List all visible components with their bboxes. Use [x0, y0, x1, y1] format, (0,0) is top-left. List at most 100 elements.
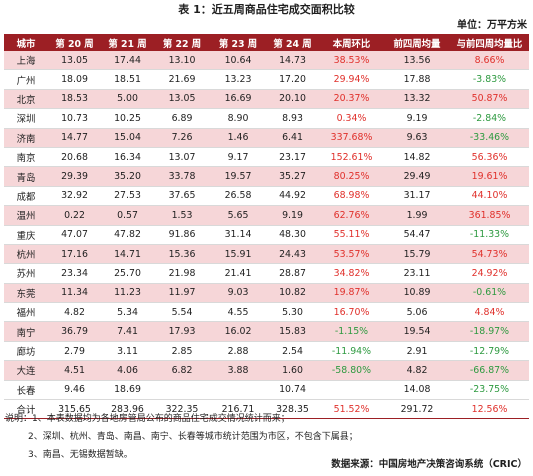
vs-four-week-average-cell: -33.46%: [450, 127, 529, 148]
total-four-week-average: 291.72: [384, 399, 450, 420]
table-row: 长春 9.46 18.69 10.74 14.08 -23.75%: [4, 380, 529, 401]
vs-four-week-average-cell: 4.84%: [450, 302, 529, 323]
week-over-week-cell: 80.25%: [319, 166, 384, 187]
vs-four-week-average-cell: -11.33%: [450, 225, 529, 245]
week-20-cell: 18.53: [48, 89, 101, 110]
total-week-23: 216.71: [210, 399, 266, 420]
week-22-cell: 13.10: [154, 51, 210, 71]
week-over-week-cell: 55.11%: [319, 225, 384, 245]
vs-four-week-average-cell: -18.97%: [450, 321, 529, 342]
four-week-average-cell: 54.47: [384, 225, 450, 245]
city-cell: 廊坊: [4, 341, 48, 362]
week-22-cell: 7.26: [154, 127, 210, 148]
city-cell: 福州: [4, 302, 48, 323]
total-row: 合计 315.65 283.96 322.35 216.71 328.35 51…: [4, 399, 529, 420]
city-cell: 南宁: [4, 321, 48, 342]
week-23-cell: 16.69: [210, 89, 266, 110]
week-21-cell: 17.44: [101, 51, 154, 71]
week-over-week-cell: 53.57%: [319, 244, 384, 265]
week-24-cell: 15.83: [266, 321, 319, 342]
four-week-average-cell: 13.56: [384, 51, 450, 71]
week-over-week-cell: 19.87%: [319, 283, 384, 304]
week-22-cell: 2.85: [154, 341, 210, 362]
week-21-cell: 18.69: [101, 380, 154, 401]
total-week-20: 315.65: [48, 399, 101, 420]
week-20-cell: 23.34: [48, 263, 101, 284]
week-over-week-cell: 68.98%: [319, 186, 384, 207]
total-week-21: 283.96: [101, 399, 154, 420]
week-24-cell: 20.10: [266, 89, 319, 110]
week-21-cell: 35.20: [101, 166, 154, 187]
week-20-cell: 17.16: [48, 244, 101, 265]
table-row: 北京 18.53 5.00 13.05 16.69 20.10 20.37% 1…: [4, 89, 529, 110]
week-22-cell: 6.82: [154, 360, 210, 381]
week-24-cell: 35.27: [266, 166, 319, 187]
vs-four-week-average-cell: 24.92%: [450, 263, 529, 284]
header-week-over-week: 本周环比: [319, 34, 384, 51]
four-week-average-cell: 29.49: [384, 166, 450, 187]
table-row: 重庆 47.07 47.82 91.86 31.14 48.30 55.11% …: [4, 225, 529, 245]
vs-four-week-average-cell: 44.10%: [450, 186, 529, 207]
vs-four-week-average-cell: 56.36%: [450, 147, 529, 168]
week-22-cell: 1.53: [154, 205, 210, 226]
week-20-cell: 4.51: [48, 360, 101, 381]
total-vs-four-week-average: 12.56%: [450, 399, 529, 420]
week-20-cell: 13.05: [48, 51, 101, 71]
total-week-22: 322.35: [154, 399, 210, 420]
week-20-cell: 18.09: [48, 69, 101, 90]
week-24-cell: 24.43: [266, 244, 319, 265]
week-22-cell: 37.65: [154, 186, 210, 207]
header-city: 城市: [4, 34, 48, 51]
week-23-cell: 4.55: [210, 302, 266, 323]
week-24-cell: 2.54: [266, 341, 319, 362]
table-row: 南宁 36.79 7.41 17.93 16.02 15.83 -1.15% 1…: [4, 321, 529, 342]
city-cell: 南京: [4, 147, 48, 168]
week-20-cell: 32.92: [48, 186, 101, 207]
city-cell: 长春: [4, 380, 48, 401]
vs-four-week-average-cell: -0.61%: [450, 283, 529, 304]
week-23-cell: 31.14: [210, 225, 266, 245]
week-over-week-cell: -58.80%: [319, 360, 384, 381]
week-22-cell: 21.69: [154, 69, 210, 90]
week-23-cell: 5.65: [210, 205, 266, 226]
transaction-area-table: 城市 第 20 周 第 21 周 第 22 周 第 23 周 第 24 周 本周…: [4, 34, 529, 420]
week-22-cell: 11.97: [154, 283, 210, 304]
vs-four-week-average-cell: 361.85%: [450, 205, 529, 226]
week-24-cell: 17.20: [266, 69, 319, 90]
week-20-cell: 36.79: [48, 321, 101, 342]
four-week-average-cell: 9.63: [384, 127, 450, 148]
four-week-average-cell: 23.11: [384, 263, 450, 284]
unit-label: 单位：万平方米: [457, 20, 527, 31]
table-row: 东莞 11.34 11.23 11.97 9.03 10.82 19.87% 1…: [4, 283, 529, 304]
week-24-cell: 28.87: [266, 263, 319, 284]
vs-four-week-average-cell: 54.73%: [450, 244, 529, 265]
week-24-cell: 14.73: [266, 51, 319, 71]
week-23-cell: 16.02: [210, 321, 266, 342]
four-week-average-cell: 14.82: [384, 147, 450, 168]
week-21-cell: 27.53: [101, 186, 154, 207]
week-21-cell: 5.00: [101, 89, 154, 110]
header-row: 城市 第 20 周 第 21 周 第 22 周 第 23 周 第 24 周 本周…: [4, 34, 529, 51]
vs-four-week-average-cell: -2.84%: [450, 108, 529, 129]
week-24-cell: 10.82: [266, 283, 319, 304]
week-21-cell: 25.70: [101, 263, 154, 284]
four-week-average-cell: 4.82: [384, 360, 450, 381]
week-21-cell: 10.25: [101, 108, 154, 129]
header-week-22: 第 22 周: [154, 34, 210, 51]
table-row: 苏州 23.34 25.70 21.98 21.41 28.87 34.82% …: [4, 263, 529, 284]
week-over-week-cell: 62.76%: [319, 205, 384, 226]
week-24-cell: 44.92: [266, 186, 319, 207]
city-cell: 东莞: [4, 283, 48, 304]
header-week-24: 第 24 周: [266, 34, 319, 51]
week-over-week-cell: 152.61%: [319, 147, 384, 168]
week-23-cell: [210, 380, 266, 401]
header-week-23: 第 23 周: [210, 34, 266, 51]
vs-four-week-average-cell: -66.87%: [450, 360, 529, 381]
week-20-cell: 11.34: [48, 283, 101, 304]
city-cell: 青岛: [4, 166, 48, 187]
table-row: 济南 14.77 15.04 7.26 1.46 6.41 337.68% 9.…: [4, 127, 529, 148]
week-22-cell: 21.98: [154, 263, 210, 284]
week-23-cell: 1.46: [210, 127, 266, 148]
week-22-cell: 17.93: [154, 321, 210, 342]
four-week-average-cell: 5.06: [384, 302, 450, 323]
